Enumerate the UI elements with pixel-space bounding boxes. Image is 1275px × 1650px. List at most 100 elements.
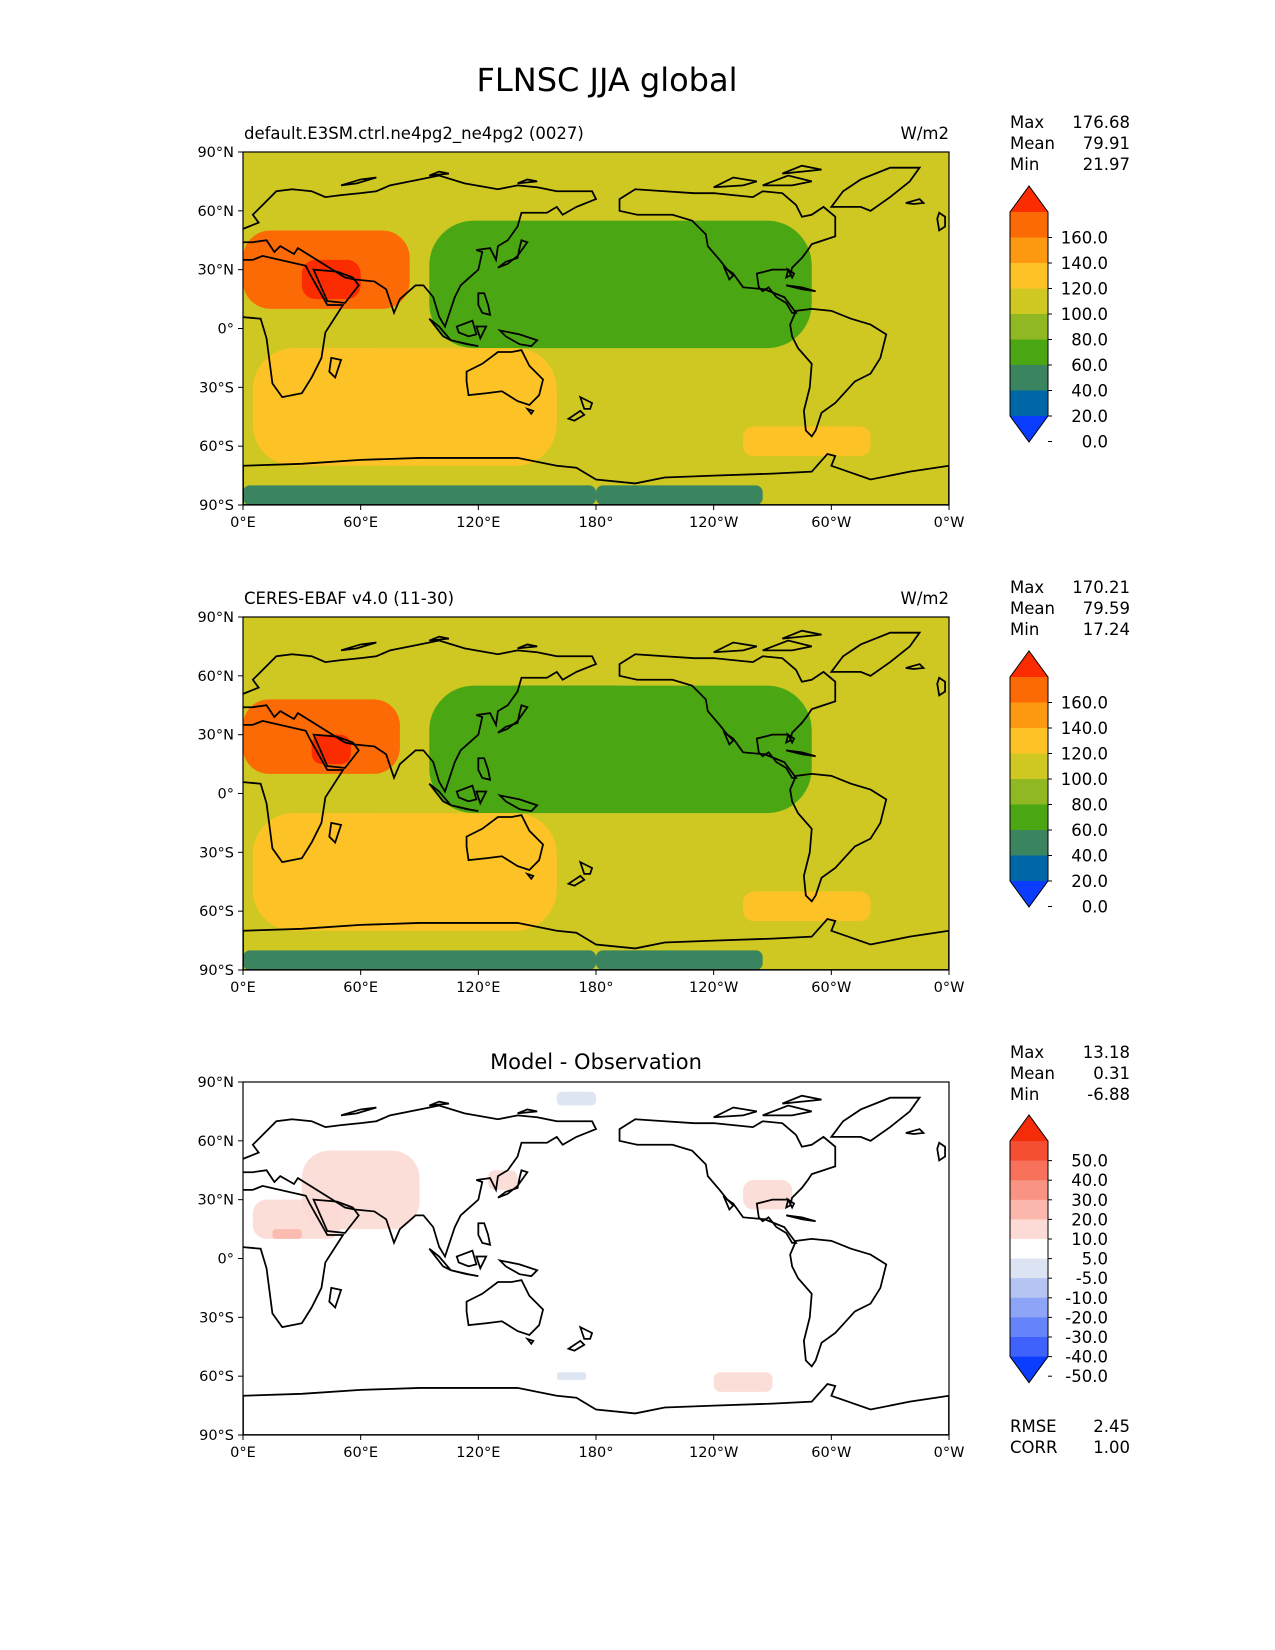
contour-region-2: [596, 950, 763, 970]
stats-block: Max Mean Min 170.21 79.59 17.24: [1010, 578, 1130, 639]
colorbar-segment: [1010, 1160, 1048, 1181]
stat-value-max: 176.68: [1072, 113, 1130, 132]
colorbar-segment: [1010, 804, 1048, 831]
colorbar-tick-label: -10.0: [1065, 1289, 1108, 1308]
panel-title-center: Model - Observation: [490, 1050, 702, 1074]
colorbar-extend-max: [1010, 186, 1048, 212]
colorbar-tick-label: 40.0: [1071, 847, 1108, 866]
contour-region-7: [556, 1372, 587, 1381]
contour-region-6: [429, 220, 812, 349]
colorbar-tick-label: 0.0: [1082, 898, 1108, 917]
metric-value-corr: 1.00: [1093, 1438, 1130, 1457]
y-tick-label: 0°: [218, 322, 234, 338]
figure-title: FLNSC JJA global: [477, 61, 738, 99]
contour-region-1: [243, 950, 596, 970]
y-tick-label: 30°S: [199, 380, 234, 396]
contour-region-8: [713, 1372, 773, 1392]
y-tick-label: 90°S: [199, 963, 234, 979]
colorbar-segment: [1010, 753, 1048, 780]
stat-label-min: Min: [1010, 155, 1039, 174]
stat-value-min: 21.97: [1083, 155, 1130, 174]
stat-label-min: Min: [1010, 620, 1039, 639]
colorbar-segment: [1010, 1219, 1048, 1240]
x-tick-label: 120°E: [456, 1445, 500, 1461]
stat-value-max: 13.18: [1083, 1043, 1130, 1062]
colorbar-segment: [1010, 1258, 1048, 1279]
y-tick-label: 30°S: [199, 1310, 234, 1326]
colorbar-extend-max: [1010, 651, 1048, 677]
map-obs: 0°E 60°E 120°E 180° 120°W 60°W 0°W 90°N 60°N 30°N…: [197, 610, 964, 996]
colorbar-tick-label: -5.0: [1076, 1269, 1108, 1288]
colorbar-segment: [1010, 314, 1048, 340]
contour-region-8: [743, 426, 871, 456]
stats-block: Max Mean Min 13.18 0.31 -6.88: [1010, 1043, 1130, 1104]
panel-units: W/m2: [901, 589, 949, 608]
stats-block: Max Mean Min 176.68 79.91 21.97: [1010, 113, 1130, 174]
y-tick-label: 90°N: [197, 145, 234, 161]
stat-value-mean: 79.91: [1083, 134, 1130, 153]
colorbar-segment: [1010, 830, 1048, 856]
colorbar-tick-label: 100.0: [1061, 770, 1108, 789]
colorbar-segment: [1010, 1199, 1048, 1220]
y-tick-label: 30°N: [197, 728, 234, 744]
colorbar-extend-max: [1010, 1115, 1048, 1141]
map-model: 0°E 60°E 120°E 180° 120°W 60°W 0°W 90°N 60°N 30°N…: [197, 145, 964, 531]
colorbar-extend-min: [1010, 416, 1048, 442]
x-tick-label: 180°: [579, 980, 614, 996]
colorbar-tick-label: 20.0: [1071, 407, 1108, 426]
x-tick-label: 0°E: [230, 515, 256, 531]
metrics-block: RMSE CORR 2.45 1.00: [1010, 1417, 1130, 1457]
y-tick-label: 0°: [218, 787, 234, 803]
x-tick-label: 60°E: [343, 1445, 378, 1461]
colorbar-extend-min: [1010, 881, 1048, 907]
colorbar-tick-label: -30.0: [1065, 1328, 1108, 1347]
y-tick-label: 30°N: [197, 1193, 234, 1209]
colorbar-tick-label: 60.0: [1071, 821, 1108, 840]
panel-title-left: CERES-EBAF v4.0 (11-30): [244, 589, 454, 608]
panel-units: W/m2: [901, 124, 949, 143]
contour-region-6: [429, 685, 812, 814]
x-tick-label: 60°E: [343, 980, 378, 996]
colorbar-tick-label: 120.0: [1061, 745, 1108, 764]
x-tick-label: 0°W: [934, 515, 965, 531]
colorbar-segment: [1010, 288, 1048, 315]
colorbar-tick-label: 80.0: [1071, 331, 1108, 350]
colorbar-tick-label: 10.0: [1071, 1230, 1108, 1249]
panel-model: default.E3SM.ctrl.ne4pg2_ne4pg2 (0027) W…: [197, 113, 1130, 531]
contour-region-3: [272, 1229, 302, 1239]
x-tick-label: 60°W: [811, 980, 851, 996]
y-tick-label: 90°N: [197, 1075, 234, 1091]
colorbar-segment: [1010, 212, 1048, 238]
colorbar-segment: [1010, 1180, 1048, 1201]
colorbar-segment: [1010, 1297, 1048, 1318]
colorbar-segment: [1010, 390, 1048, 417]
colorbar-tick-label: 20.0: [1071, 1210, 1108, 1229]
x-tick-label: 0°W: [934, 1445, 965, 1461]
colorbar-model: 160.0 140.0 120.0 100.0 80.0 60.0 40.0 20.0 0.0: [1009, 185, 1108, 452]
x-tick-label: 0°E: [230, 1445, 256, 1461]
x-tick-label: 0°W: [934, 980, 965, 996]
colorbar-segment: [1010, 677, 1048, 703]
panel-diff: Model - Observation 0°E 60°E 120°E 180° 120°…: [197, 1043, 1130, 1461]
colorbar-segment: [1010, 1239, 1048, 1260]
contour-region-6: [743, 1180, 793, 1210]
x-tick-label: 120°E: [456, 515, 500, 531]
stat-label-mean: Mean: [1010, 599, 1055, 618]
map-background: [243, 1082, 949, 1435]
x-tick-label: 120°W: [689, 515, 738, 531]
colorbar-tick-label: 5.0: [1082, 1250, 1108, 1269]
colorbar-segment: [1010, 855, 1048, 882]
colorbar-obs: 160.0 140.0 120.0 100.0 80.0 60.0 40.0 20.0 0.0: [1009, 650, 1108, 917]
y-tick-label: 60°S: [199, 439, 234, 455]
x-tick-label: 0°E: [230, 980, 256, 996]
y-tick-label: 60°S: [199, 904, 234, 920]
y-tick-label: 60°N: [197, 1134, 234, 1150]
map-fill: [243, 152, 949, 505]
stat-value-mean: 79.59: [1083, 599, 1130, 618]
contour-region-5: [556, 1091, 596, 1106]
map-fill: [243, 617, 949, 970]
stat-value-mean: 0.31: [1093, 1064, 1130, 1083]
map-diff: 0°E 60°E 120°E 180° 120°W 60°W 0°W 90°N 60°N 30°N…: [197, 1075, 964, 1461]
x-tick-label: 60°W: [811, 515, 851, 531]
